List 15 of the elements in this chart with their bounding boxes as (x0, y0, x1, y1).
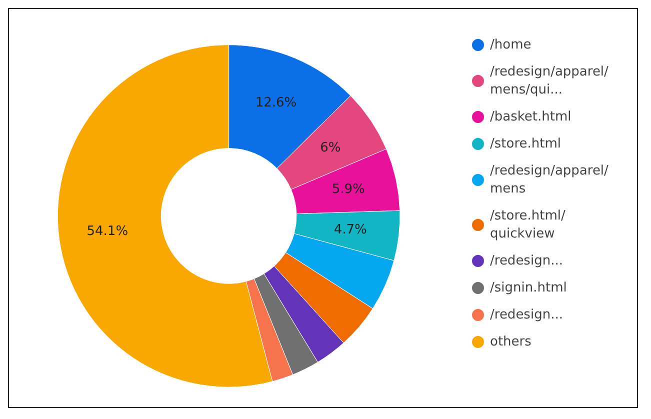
legend-label: /signin.html (490, 280, 567, 296)
data-label: 4.7% (334, 222, 367, 238)
legend-label: /basket.html (490, 110, 572, 124)
data-label: 12.6% (255, 96, 297, 111)
legend-label: /store.html/quickview (490, 208, 566, 242)
legend-label: /store.html (490, 136, 562, 152)
legend-label: others (490, 334, 532, 350)
data-label: 5.9% (332, 182, 365, 198)
legend-label: /home (490, 38, 532, 52)
data-label: 6% (320, 140, 341, 156)
legend-label: /redesign/apparel/mens/qui... (490, 64, 610, 98)
data-label: 54.1% (86, 224, 128, 240)
legend-label: /redesign/apparel/mens (490, 164, 610, 196)
legend-label: /redesign... (490, 254, 563, 268)
legend-label: /redesign... (490, 308, 563, 322)
